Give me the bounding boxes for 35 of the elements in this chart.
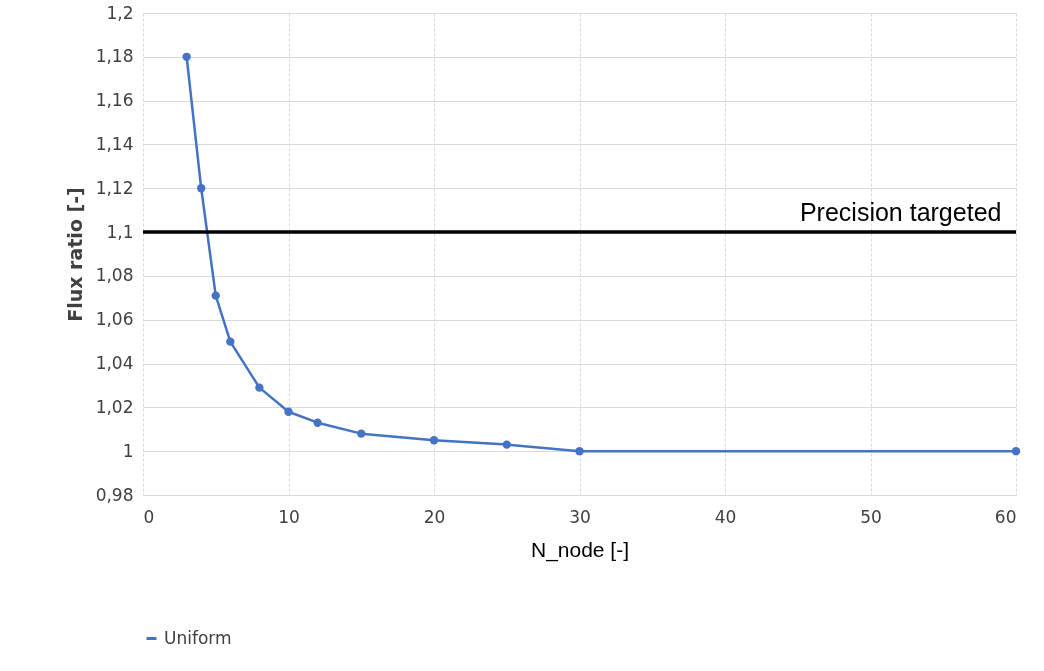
- x-tick-label: 40: [714, 506, 737, 527]
- x-tick-label: 60: [994, 506, 1017, 527]
- point: [575, 447, 584, 456]
- y-tick-label: 1,06: [95, 309, 134, 330]
- point: [255, 383, 264, 392]
- y-tick-label: 1,2: [106, 2, 134, 23]
- x-tick-label: 50: [860, 506, 882, 527]
- y-tick-label: 1,04: [95, 353, 134, 374]
- y-tick-label: 1,12: [95, 177, 134, 198]
- x-tick-label: 10: [278, 506, 300, 527]
- y-axis-title: Flux ratio [-]: [63, 187, 86, 322]
- y-tick-label: 1,08: [95, 265, 134, 286]
- ref-line-label: Precision targeted: [799, 198, 1002, 227]
- y-tick-label: 1,1: [106, 221, 134, 242]
- x-tick-label: 30: [569, 506, 591, 527]
- point: [182, 52, 191, 61]
- x-tick-label: 0: [143, 506, 155, 527]
- y-tick-label: 1,14: [95, 133, 134, 154]
- y-tick-label: 1,18: [95, 46, 134, 67]
- y-tick-label: 0,98: [95, 484, 134, 505]
- point: [1011, 447, 1021, 456]
- y-tick-label: 1,16: [95, 90, 134, 111]
- point: [197, 184, 206, 193]
- point: [226, 337, 235, 346]
- point: [357, 429, 366, 438]
- point: [313, 418, 322, 427]
- x-tick-label: 20: [423, 506, 446, 527]
- point: [284, 407, 293, 416]
- y-tick-label: 1: [122, 440, 134, 461]
- legend-label: Uniform: [164, 627, 232, 648]
- y-tick-label: 1,02: [95, 396, 134, 417]
- point: [429, 436, 439, 445]
- point: [211, 291, 220, 300]
- x-axis-title: N_node [-]: [530, 537, 630, 562]
- point: [502, 440, 511, 449]
